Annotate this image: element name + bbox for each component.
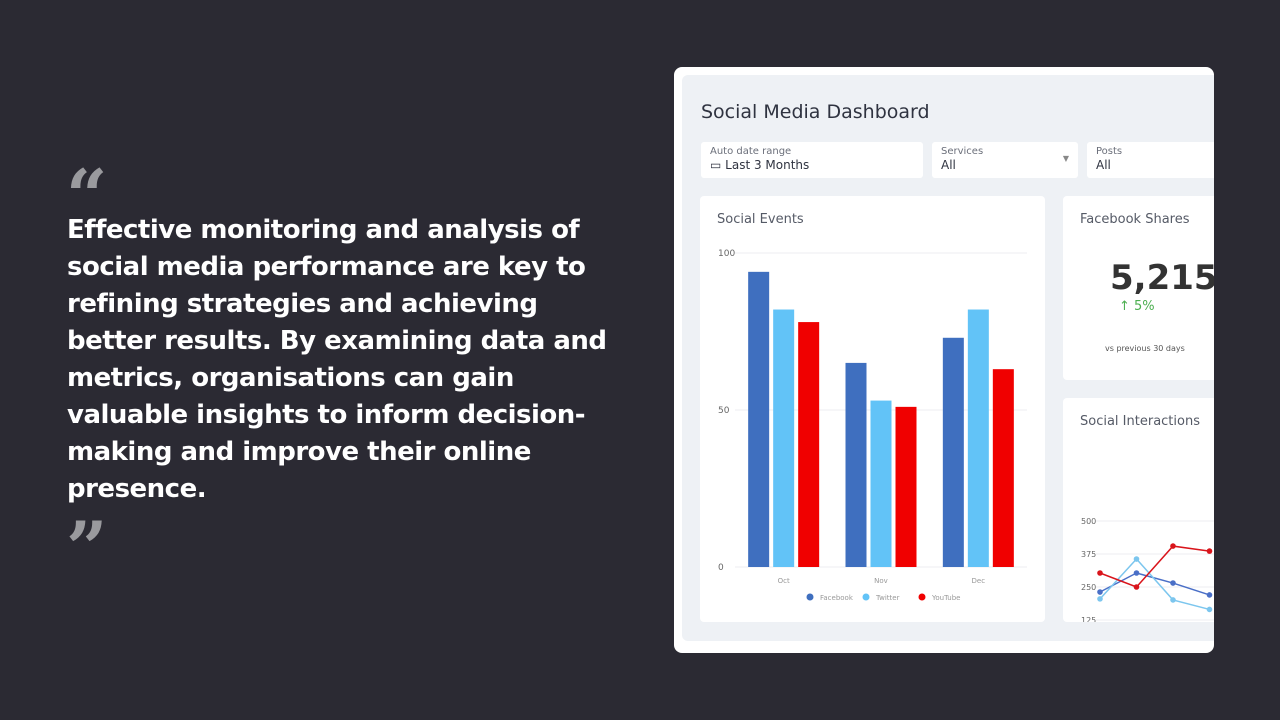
point-twitter	[1133, 556, 1140, 562]
posts-filter[interactable]: Posts All	[1087, 142, 1214, 178]
x-tick-label: Dec	[972, 577, 986, 585]
y-tick-label: 375	[1081, 550, 1096, 559]
y-tick-label: 100	[718, 249, 735, 259]
point-facebook	[1206, 592, 1213, 598]
line-twitter	[1099, 557, 1210, 611]
facebook-shares-value: 5,215	[1110, 258, 1214, 298]
legend-label: Facebook	[820, 594, 854, 602]
legend-label: YouTube	[931, 594, 960, 602]
point-twitter	[1170, 597, 1176, 603]
dashboard-title: Social Media Dashboard	[701, 101, 930, 123]
legend-marker	[918, 593, 926, 601]
legend-label: Twitter	[875, 594, 900, 602]
point-youtube	[1170, 543, 1176, 549]
social-interactions-card: Social Interactions 0125250375500YouTu	[1063, 398, 1214, 622]
x-tick-label: Nov	[874, 577, 888, 585]
y-tick-label: 0	[718, 563, 724, 573]
card-title: Facebook Shares	[1080, 212, 1190, 227]
point-youtube	[1133, 584, 1140, 590]
social-events-chart: 0 50 100 Oct Nov Dec Facebook Twitter YouTube	[718, 249, 1027, 602]
point-facebook	[1170, 580, 1176, 586]
bar-facebook-dec	[942, 337, 964, 567]
bar-twitter-dec	[967, 309, 989, 567]
y-tick-label: 50	[718, 406, 730, 416]
facebook-shares-change: ↑ 5%	[1119, 299, 1155, 314]
point-youtube	[1097, 570, 1103, 576]
services-filter[interactable]: Services All ▼	[932, 142, 1078, 178]
social-events-card: Social Events 0 50 100 Oct Nov Dec Facebook Twi…	[700, 196, 1045, 622]
point-facebook	[1133, 570, 1140, 576]
social-interactions-chart: 0125250375500YouTu	[1081, 517, 1214, 622]
quote-text: Effective monitoring and analysis of soc…	[67, 215, 607, 504]
card-title: Social Interactions	[1080, 414, 1200, 429]
comparison-note: vs previous 30 days	[1105, 344, 1185, 353]
point-youtube	[1206, 548, 1213, 554]
y-tick-label: 500	[1081, 517, 1096, 526]
y-tick-label: 125	[1081, 616, 1096, 622]
bar-youtube-nov	[895, 406, 917, 567]
chevron-down-icon: ▼	[1062, 154, 1069, 163]
bar-twitter-nov	[870, 400, 892, 567]
filter-label: Services	[941, 146, 984, 157]
bar-youtube-dec	[992, 369, 1014, 567]
point-twitter	[1206, 606, 1213, 613]
line-facebook	[1099, 572, 1210, 596]
legend-marker	[806, 593, 814, 601]
bar-facebook-oct	[748, 271, 770, 567]
facebook-shares-card: Facebook Shares 5,215 ↑ 5% vs previous 3…	[1063, 196, 1214, 380]
bar-youtube-oct	[798, 322, 820, 567]
card-title: Social Events	[717, 212, 804, 227]
filter-label: Auto date range	[710, 146, 792, 157]
y-tick-label: 250	[1081, 583, 1096, 592]
bar-facebook-nov	[845, 362, 867, 567]
point-facebook	[1097, 589, 1103, 595]
filter-label: Posts	[1096, 146, 1123, 157]
close-quote-icon: ”	[66, 505, 108, 590]
calendar-icon: ▭	[710, 158, 726, 172]
legend-marker	[862, 593, 870, 601]
date-range-filter[interactable]: Auto date range ▭ Last 3 Months	[701, 142, 923, 178]
bar-twitter-oct	[773, 309, 795, 567]
line-youtube	[1099, 545, 1210, 588]
x-tick-label: Oct	[778, 577, 790, 585]
filter-value: All	[941, 158, 956, 172]
dashboard-screenshot: Social Media Dashboard Auto date range ▭…	[674, 67, 1214, 653]
filter-value: All	[1096, 158, 1111, 172]
filter-value: Last 3 Months	[725, 158, 810, 172]
open-quote-icon: “	[66, 153, 108, 238]
point-twitter	[1097, 596, 1103, 602]
